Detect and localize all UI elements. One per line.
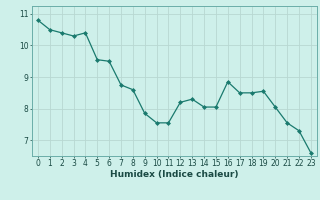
X-axis label: Humidex (Indice chaleur): Humidex (Indice chaleur) xyxy=(110,170,239,179)
